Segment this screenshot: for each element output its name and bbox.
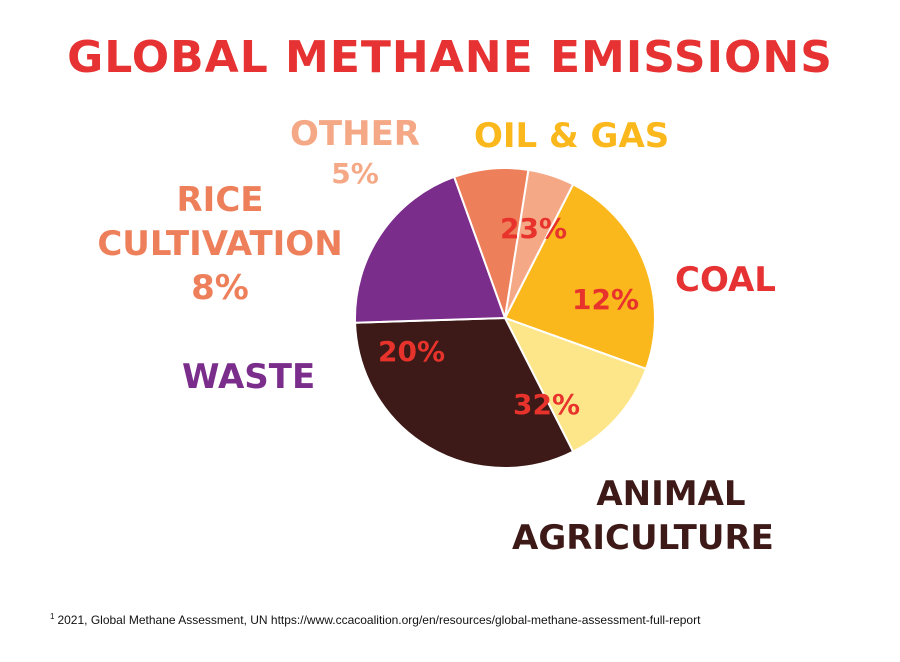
label-coal: COAL: [675, 260, 776, 300]
label-rice-line2: CULTIVATION: [97, 224, 343, 264]
slice-value-coal: 12%: [572, 283, 640, 316]
label-waste: WASTE: [182, 357, 316, 397]
label-other: OTHER 5%: [290, 112, 420, 192]
footnote-text: 2021, Global Methane Assessment, UN http…: [57, 613, 701, 627]
slice-value-animal-agriculture: 32%: [513, 388, 581, 421]
source-footnote: 1 2021, Global Methane Assessment, UN htt…: [50, 612, 870, 627]
label-animal-line2: AGRICULTURE: [512, 518, 774, 558]
footnote-marker: 1: [50, 612, 55, 621]
label-oil-gas: OIL & GAS: [474, 116, 670, 156]
pie-slice-animal-agriculture: [354, 316, 575, 469]
label-rice-line1: RICE: [176, 180, 264, 220]
pie-slice-waste: [354, 175, 507, 324]
pie-slice-oil-gas: [503, 183, 656, 371]
label-rice-pct: 8%: [191, 268, 249, 308]
label-animal-line1: ANIMAL: [596, 474, 746, 514]
pie-slice-other: [504, 168, 575, 319]
label-other-pct: 5%: [331, 157, 379, 190]
slice-value-waste: 20%: [378, 335, 446, 368]
pie-slice-coal: [502, 316, 648, 453]
label-other-line1: OTHER: [290, 114, 420, 154]
label-rice-cultivation: RICE CULTIVATION 8%: [97, 178, 342, 310]
chart-title: GLOBAL METHANE EMISSIONS: [67, 32, 833, 83]
slice-value-oil-gas: 23%: [500, 212, 568, 245]
label-animal-agriculture: ANIMAL AGRICULTURE: [512, 472, 774, 560]
